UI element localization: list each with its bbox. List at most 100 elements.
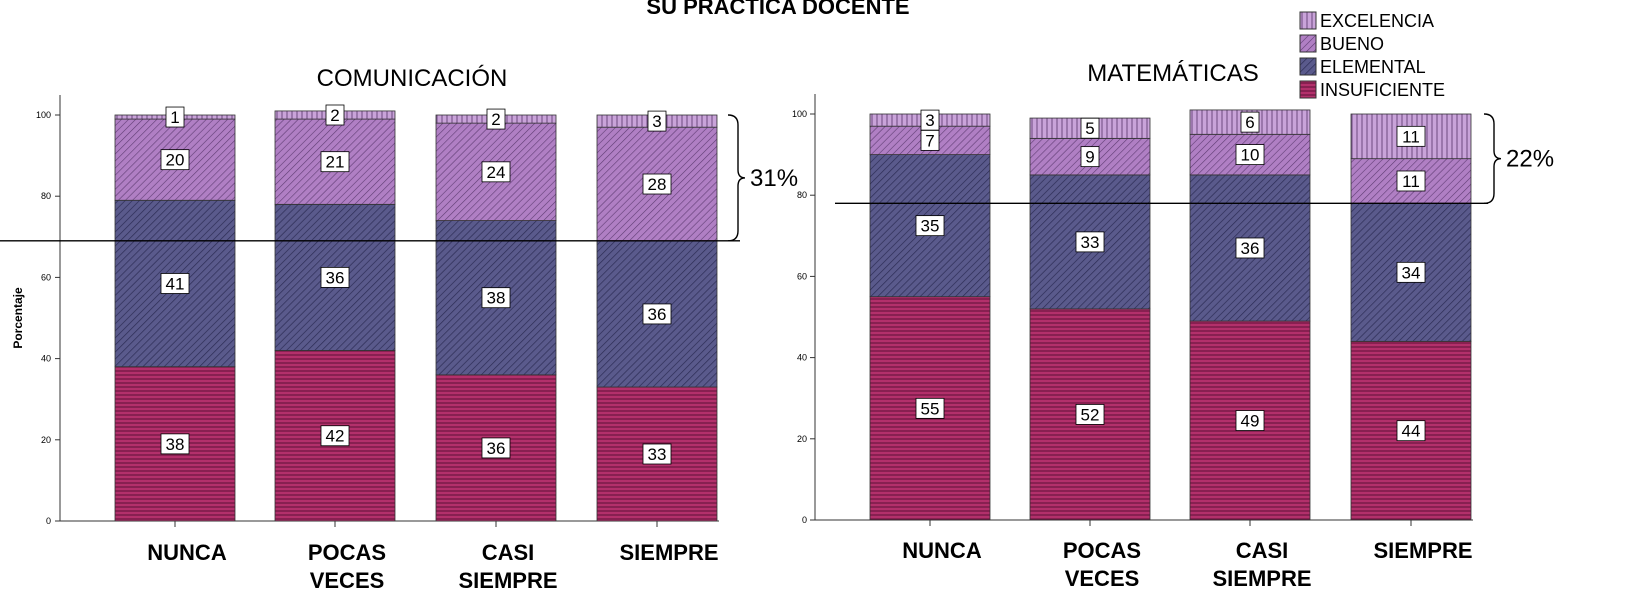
data-label: 11 [1402,172,1420,191]
data-label: 42 [326,427,345,446]
x-category-label: NUNCA [902,538,982,563]
data-label: 36 [326,268,345,287]
x-category-label: VECES [310,568,385,593]
data-label: 36 [487,439,506,458]
bracket [727,114,746,242]
x-category-label: SIEMPRE [1212,566,1311,591]
data-label: 28 [648,175,667,194]
chart-comunicacion: COMUNICACIÓN 0 20 40 60 80 100 Porcentaje 38 41 20… [0,65,798,593]
data-label-box [1235,144,1265,166]
data-label-box [486,108,506,130]
chart-title: COMUNICACIÓN [317,65,508,92]
data-label-box [647,110,667,132]
legend-swatch-bueno [1299,34,1317,53]
data-label-box [642,303,672,325]
data-label-box [1396,420,1426,442]
data-label-box [165,106,185,128]
data-label-box [481,437,511,459]
legend-label-excelencia: EXCELENCIA [1320,11,1434,31]
x-category-label: SIEMPRE [619,540,718,565]
chart-title: MATEMÁTICAS [1087,60,1259,87]
y-tick-label: 80 [797,190,807,200]
data-label-box [320,425,350,447]
legend-swatch-insuficiente [1299,80,1317,99]
data-label: 10 [1241,146,1260,165]
data-label: 35 [921,217,940,236]
data-label-box [1396,261,1426,283]
data-label-box [1235,237,1265,259]
x-category-label: POCAS [1063,538,1141,563]
data-label-box [915,215,945,237]
data-label: 24 [487,163,506,182]
data-label: 5 [1085,119,1094,138]
y-tick-label: 20 [41,435,51,445]
data-label-box [160,433,190,455]
data-label: 3 [925,111,934,130]
data-label: 55 [921,399,940,418]
legend-swatch-excelencia [1299,11,1317,30]
x-category-label: CASI [482,540,535,565]
data-label-box [325,104,345,126]
data-label: 6 [1245,113,1254,132]
y-tick-label: 0 [802,515,807,525]
bracket-label: 31% [750,165,798,192]
x-category-label: SIEMPRE [458,568,557,593]
legend-label-insuficiente: INSUFICIENTE [1320,80,1445,100]
data-label-box [1240,111,1260,133]
y-axis-label: Porcentaje [11,287,25,349]
data-label: 33 [1081,233,1100,252]
data-label-box [1075,231,1105,253]
y-tick-label: 80 [41,191,51,201]
data-label: 9 [1085,148,1094,167]
x-category-label: SIEMPRE [1373,538,1472,563]
x-category-label: CASI [1236,538,1289,563]
data-label-box [320,151,350,173]
y-tick-label: 60 [41,272,51,282]
data-label-box [1396,170,1426,192]
legend: EXCELENCIA BUENO ELEMENTAL INSUFICIENTE [1299,11,1445,100]
bar-bueno-casi-siempre [1189,133,1311,176]
data-label: 2 [491,110,500,129]
data-label: 36 [1241,239,1260,258]
data-label-box [1396,125,1426,147]
y-tick-label: 40 [41,354,51,364]
data-label-box [642,173,672,195]
legend-swatch-elemental [1299,57,1317,76]
x-category-label: NUNCA [147,540,227,565]
chart-matematicas: MATEMÁTICAS 0 20 40 60 80 100 55 35 73 NUNCA 52 33 9 5… [792,60,1554,591]
data-label-box [320,266,350,288]
data-label-box [160,149,190,171]
data-label-box [160,273,190,294]
data-label: 38 [166,435,185,454]
y-tick-label: 20 [797,434,807,444]
data-label: 41 [166,274,185,293]
data-label: 52 [1081,405,1100,424]
data-label: 1 [170,108,179,127]
data-label-box [1080,146,1100,168]
bracket [1483,113,1502,205]
data-label-box [481,161,511,183]
data-label: 33 [648,445,667,464]
bracket-label: 22% [1506,146,1554,173]
data-label: 2 [330,106,339,125]
legend-label-elemental: ELEMENTAL [1320,57,1426,77]
data-label: 36 [648,305,667,324]
x-category-label: VECES [1065,566,1140,591]
data-label: 38 [487,289,506,308]
data-label-box [920,109,940,131]
data-label: 20 [166,151,185,170]
data-label-box [642,443,672,465]
y-tick-label: 40 [797,353,807,363]
data-label: 44 [1402,422,1421,441]
data-label-box [1075,404,1105,425]
data-label-box [1235,410,1265,431]
data-label: 3 [652,112,661,131]
data-label-box [915,397,945,419]
data-label: 7 [925,131,934,150]
page-title: SU PRÁCTICA DOCENTE [646,0,909,19]
data-label: 34 [1402,263,1421,282]
data-label-box [481,287,511,309]
y-tick-label: 0 [46,516,51,526]
y-tick-label: 60 [797,271,807,281]
